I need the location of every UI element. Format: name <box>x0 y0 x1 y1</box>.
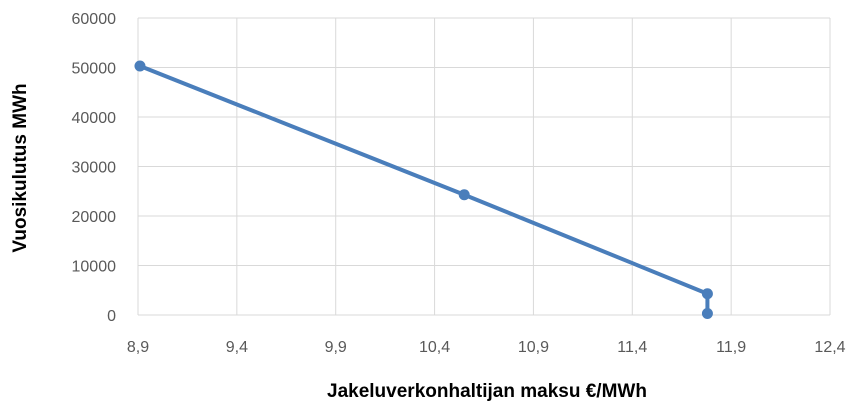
y-tick-label: 50000 <box>72 61 117 78</box>
x-tick-label: 8,9 <box>127 339 149 356</box>
x-tick-label: 11,4 <box>617 339 647 356</box>
x-tick-label: 9,4 <box>226 339 248 356</box>
x-tick-label: 12,4 <box>814 339 845 356</box>
data-point <box>701 308 713 320</box>
y-tick-label: 30000 <box>72 160 117 177</box>
series-line <box>137 64 710 316</box>
y-tick-label: 60000 <box>72 11 117 28</box>
y-tick-labels: 0 10000 20000 30000 40000 50000 60000 <box>72 11 117 325</box>
x-tick-label: 9,9 <box>325 339 347 356</box>
y-tick-label: 40000 <box>72 110 117 127</box>
x-tick-label: 10,4 <box>419 339 450 356</box>
series-group <box>134 60 713 320</box>
y-axis-title: Vuosikulutus MWh <box>10 83 31 252</box>
y-tick-label: 0 <box>107 308 116 325</box>
x-tick-label: 10,9 <box>518 339 549 356</box>
data-point <box>134 60 146 72</box>
data-point <box>458 189 470 201</box>
x-tick-label: 11,9 <box>716 339 746 356</box>
grid <box>137 17 831 316</box>
data-point <box>701 288 713 300</box>
y-tick-label: 20000 <box>72 209 117 226</box>
x-axis-title: Jakeluverkonhaltijan maksu €/MWh <box>327 381 647 402</box>
x-tick-labels: 8,9 9,4 9,9 10,4 10,9 11,4 11,9 12,4 <box>127 339 846 356</box>
y-tick-label: 10000 <box>72 259 117 276</box>
